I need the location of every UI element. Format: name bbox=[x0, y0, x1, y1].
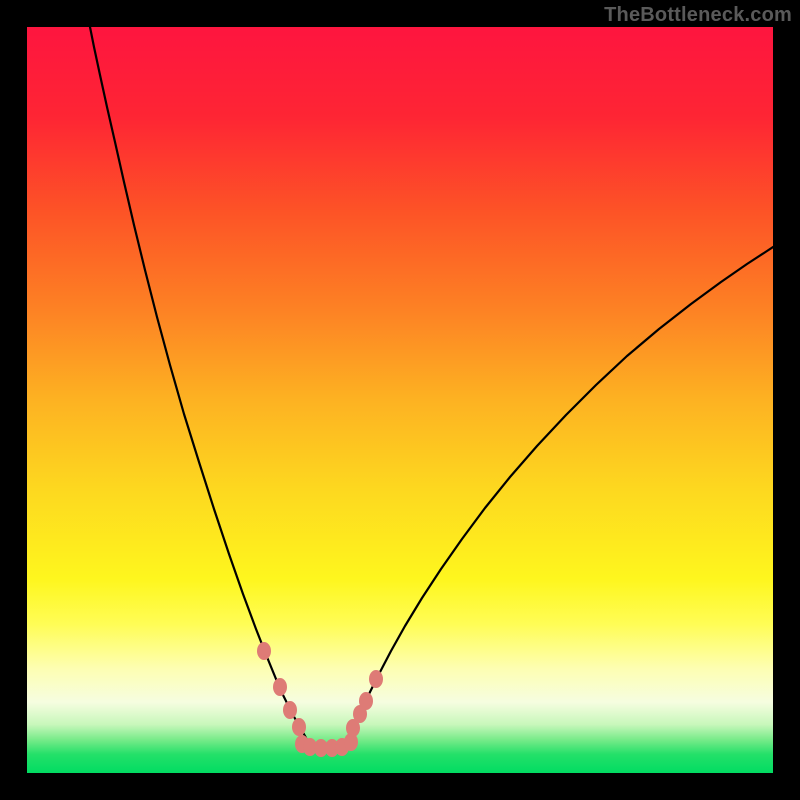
plot-svg bbox=[27, 27, 773, 773]
marker-point bbox=[283, 701, 297, 719]
plot-area bbox=[27, 27, 773, 773]
marker-point bbox=[369, 670, 383, 688]
marker-point bbox=[359, 692, 373, 710]
marker-point bbox=[257, 642, 271, 660]
gradient-background bbox=[27, 27, 773, 773]
marker-point bbox=[273, 678, 287, 696]
watermark-text: TheBottleneck.com bbox=[604, 4, 792, 27]
marker-point bbox=[292, 718, 306, 736]
